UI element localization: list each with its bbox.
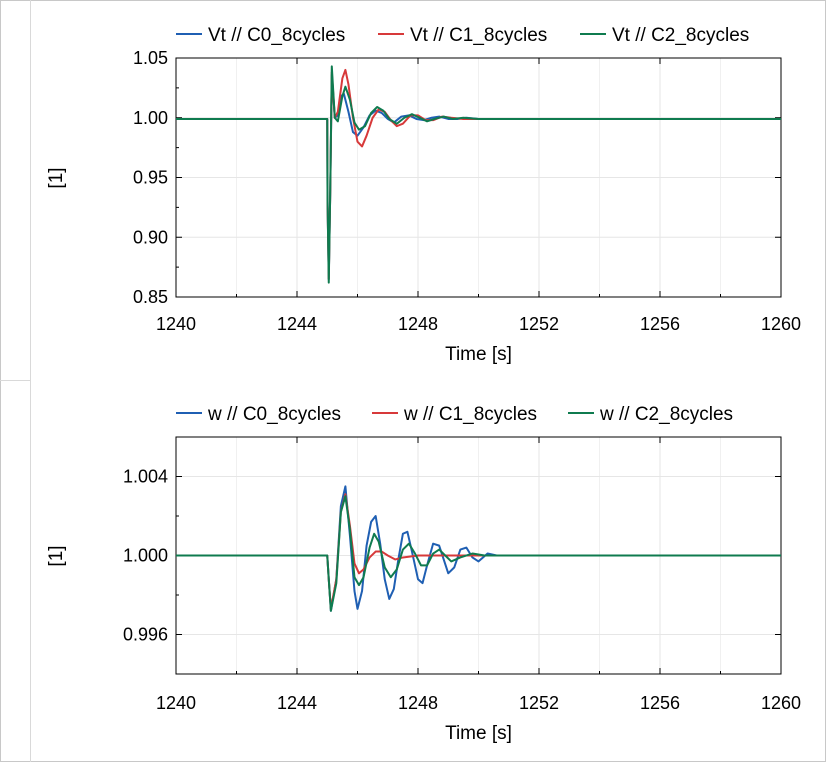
legend-label: w // C0_8cycles bbox=[207, 404, 341, 425]
y-tick-label: 0.95 bbox=[133, 168, 168, 188]
y-tick-label: 0.85 bbox=[133, 287, 168, 307]
x-tick-label: 1240 bbox=[156, 314, 196, 334]
y-tick-label: 0.90 bbox=[133, 227, 168, 247]
x-tick-label: 1240 bbox=[156, 693, 196, 713]
y-tick-label: 1.000 bbox=[123, 546, 168, 566]
legend-label: Vt // C2_8cycles bbox=[612, 25, 749, 46]
x-tick-label: 1248 bbox=[398, 693, 438, 713]
x-tick-label: 1260 bbox=[761, 693, 801, 713]
y-axis-label: [1] bbox=[46, 545, 67, 566]
y-tick-label: 1.004 bbox=[123, 467, 168, 487]
x-tick-label: 1256 bbox=[640, 693, 680, 713]
y-tick-label: 1.00 bbox=[133, 108, 168, 128]
x-tick-label: 1260 bbox=[761, 314, 801, 334]
x-tick-label: 1244 bbox=[277, 314, 317, 334]
y-axis-label: [1] bbox=[46, 167, 67, 188]
x-tick-label: 1244 bbox=[277, 693, 317, 713]
legend-label: Vt // C1_8cycles bbox=[410, 25, 547, 46]
window-divider bbox=[30, 0, 31, 762]
x-tick-label: 1252 bbox=[519, 314, 559, 334]
panel-splitter[interactable] bbox=[0, 380, 31, 381]
y-tick-label: 1.05 bbox=[133, 48, 168, 68]
series-line-3 bbox=[176, 65, 781, 284]
x-tick-label: 1248 bbox=[398, 314, 438, 334]
x-axis-label: Time [s] bbox=[445, 723, 512, 744]
x-tick-label: 1252 bbox=[519, 693, 559, 713]
y-tick-label: 0.996 bbox=[123, 625, 168, 645]
x-axis-label: Time [s] bbox=[445, 344, 512, 365]
legend-label: w // C1_8cycles bbox=[403, 404, 537, 425]
legend-label: w // C2_8cycles bbox=[599, 404, 733, 425]
series-line-3 bbox=[176, 495, 781, 612]
x-tick-label: 1256 bbox=[640, 314, 680, 334]
legend-label: Vt // C0_8cycles bbox=[208, 25, 345, 46]
